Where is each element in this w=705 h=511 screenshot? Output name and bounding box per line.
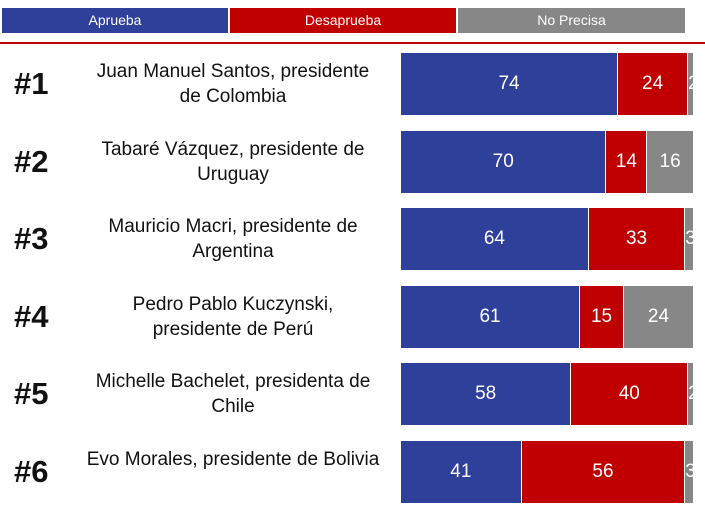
stacked-bar: 41 56 3: [401, 441, 693, 503]
bar-segment-approve: 58: [401, 363, 571, 425]
rank-label: #4: [14, 299, 49, 334]
bar-segment-approve: 41: [401, 441, 521, 503]
bar-segment-unsure: 16: [646, 131, 693, 193]
bar-segment-disapprove: 33: [587, 208, 685, 270]
rank-label: #5: [14, 376, 49, 411]
rank-label: #6: [14, 454, 49, 489]
bar-segment-approve: 64: [401, 208, 588, 270]
bar-segment-disapprove: 15: [579, 286, 623, 348]
leader-name: Michelle Bachelet, presidenta de Chile: [95, 371, 371, 417]
legend-unsure: No Precisa: [458, 8, 685, 33]
bar-segment-unsure: 2: [687, 363, 693, 425]
bar-segment-approve: 61: [401, 286, 580, 348]
bar-segment-disapprove: 14: [605, 131, 647, 193]
rank-label: #2: [14, 144, 49, 179]
rank-label: #1: [14, 66, 49, 101]
bar-segment-approve: 70: [401, 131, 606, 193]
leader-name: Pedro Pablo Kuczynski, presidente de Per…: [132, 294, 334, 340]
bar-segment-disapprove: 24: [617, 53, 688, 115]
leader-name: Mauricio Macri, presidente de Argentina: [108, 216, 358, 262]
stacked-bar: 64 33 3: [401, 208, 693, 270]
bar-segment-unsure: 3: [684, 441, 693, 503]
legend-approve: Aprueba: [2, 8, 228, 33]
bar-segment-unsure: 2: [687, 53, 693, 115]
header-rule: [0, 42, 705, 44]
bar-segment-unsure: 3: [684, 208, 693, 270]
bar-segment-disapprove: 40: [570, 363, 688, 425]
leader-name: Juan Manuel Santos, presidente de Colomb…: [96, 61, 370, 107]
bar-segment-disapprove: 56: [520, 441, 685, 503]
legend-disapprove: Desaprueba: [230, 8, 456, 33]
leader-name: Tabaré Vázquez, presidente de Uruguay: [101, 139, 365, 185]
rank-label: #3: [14, 221, 49, 256]
stacked-bar: 61 15 24: [401, 286, 693, 348]
leader-name: Evo Morales, presidente de Bolivia: [86, 449, 380, 470]
stacked-bar: 70 14 16: [401, 131, 693, 193]
bar-segment-approve: 74: [401, 53, 618, 115]
bar-segment-unsure: 24: [622, 286, 693, 348]
